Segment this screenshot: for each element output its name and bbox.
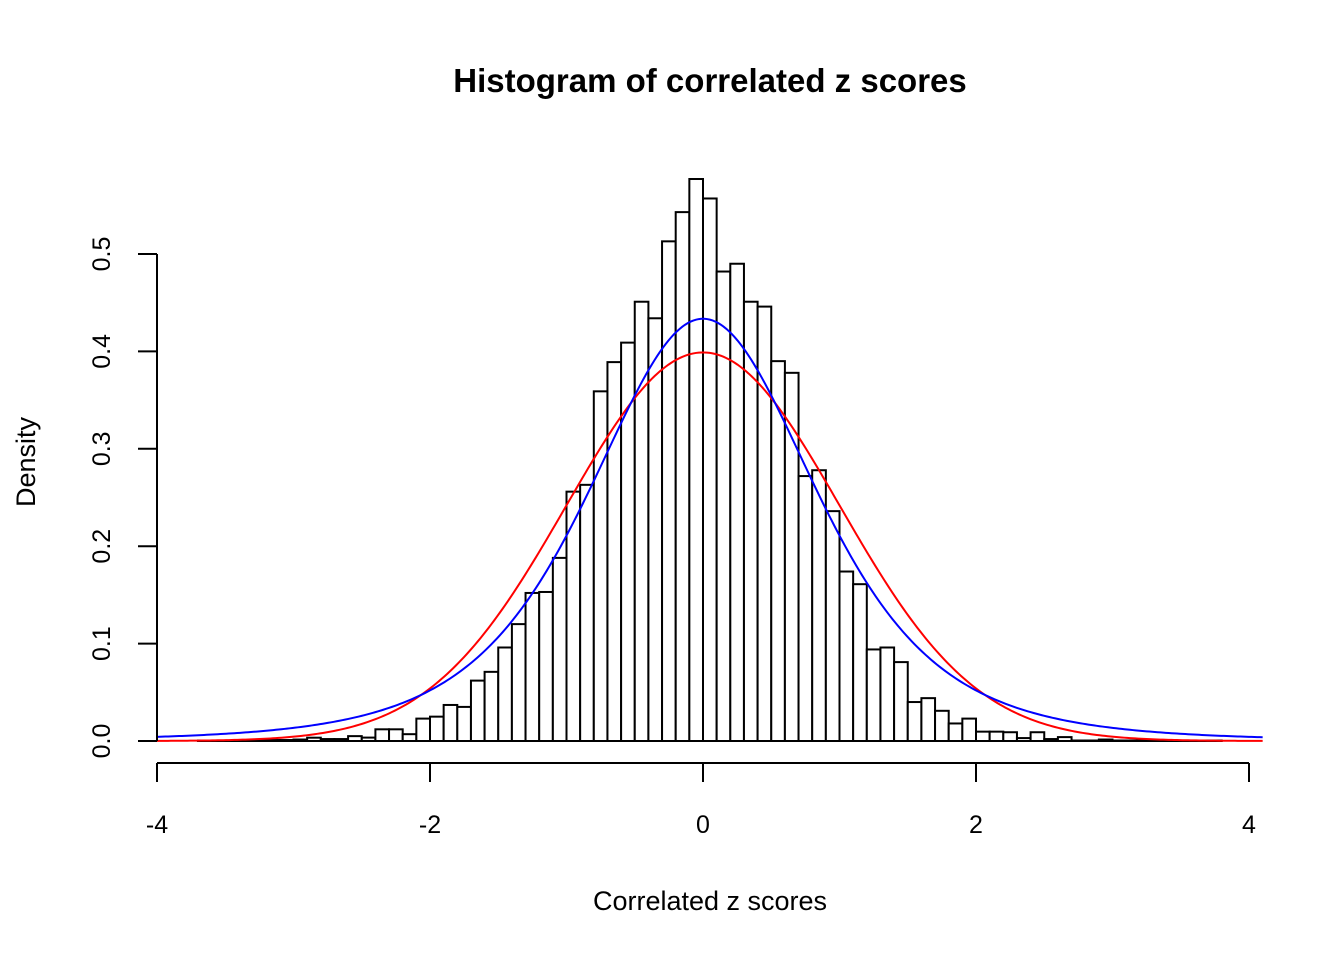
- histogram-bar: [319, 738, 336, 743]
- histogram-bar: [442, 703, 459, 742]
- histogram-bar: [333, 738, 350, 743]
- x-tick-label: 0: [696, 811, 710, 839]
- y-tick-label: 0.0: [88, 724, 116, 759]
- fitted-density-curve: [156, 317, 1263, 739]
- histogram-bar: [388, 728, 404, 743]
- histogram-bar: [374, 728, 391, 743]
- histogram-bar: [893, 661, 909, 743]
- histogram-bar: [497, 646, 513, 742]
- x-tick-label: -2: [419, 811, 441, 839]
- histogram-bar: [429, 715, 445, 743]
- histogram-bar: [278, 739, 295, 743]
- histogram-bar: [1097, 738, 1114, 743]
- y-axis-label: Density: [11, 416, 41, 507]
- histogram-bar: [551, 556, 568, 742]
- y-tick-label: 0.1: [88, 626, 116, 661]
- histogram-bar: [1043, 738, 1059, 743]
- histogram-bar: [702, 197, 718, 742]
- histogram-bar: [510, 623, 527, 742]
- histogram-bar: [456, 705, 472, 742]
- histogram-bar: [306, 736, 322, 743]
- histogram-bar: [292, 738, 309, 743]
- histogram-bar: [347, 735, 363, 743]
- y-tick-label: 0.5: [88, 237, 116, 272]
- x-tick-label: -4: [146, 811, 168, 839]
- histogram-bar: [524, 591, 541, 743]
- histogram-bar: [1029, 731, 1046, 743]
- histogram-bar: [947, 722, 964, 743]
- histogram-bar: [1056, 736, 1073, 743]
- histogram-bar: [538, 590, 554, 743]
- histogram-bar: [265, 739, 281, 743]
- histogram-bar: [360, 736, 377, 743]
- x-tick-label: 2: [969, 811, 983, 839]
- histogram-bar: [879, 646, 896, 742]
- histogram-bar: [934, 709, 950, 743]
- x-axis-label: Correlated z scores: [593, 886, 827, 916]
- histogram-bar: [1015, 737, 1032, 743]
- histogram-bar: [620, 341, 636, 742]
- histogram-bar: [975, 730, 991, 742]
- histogram-bar: [715, 270, 732, 742]
- histogram-bar: [865, 648, 882, 742]
- histogram-bar: [838, 570, 855, 742]
- histogram-bar: [647, 317, 664, 742]
- y-tick-label: 0.2: [88, 529, 116, 564]
- histogram-bar: [661, 240, 677, 742]
- histogram-bar: [469, 679, 486, 742]
- histogram-bar: [961, 717, 977, 743]
- histogram-bar: [415, 717, 432, 743]
- histogram-bar: [906, 701, 923, 742]
- histogram-bar: [401, 733, 418, 743]
- histogram-bar: [483, 670, 500, 743]
- y-axis: 0.0 0.1 0.2 0.3 0.4 0.5: [88, 237, 158, 759]
- histogram-bar: [579, 483, 595, 742]
- histogram-bar: [811, 469, 827, 742]
- chart-title: Histogram of correlated z scores: [453, 62, 967, 99]
- histogram-bar: [920, 697, 937, 742]
- y-tick-label: 0.4: [88, 334, 116, 369]
- histogram-bar: [756, 305, 773, 742]
- normal-density-curve: [156, 351, 1263, 742]
- histogram-bar: [688, 178, 704, 742]
- histogram-bar: [592, 390, 609, 742]
- histogram-bar: [824, 510, 841, 742]
- histogram-bars: [196, 178, 1223, 743]
- histogram-bar: [565, 490, 582, 742]
- histogram-bar: [988, 730, 1005, 742]
- histogram-bar: [797, 475, 814, 742]
- density-curves: [156, 317, 1263, 742]
- histogram-bar: [852, 583, 868, 742]
- x-axis: -4 -2 0 2 4: [146, 762, 1256, 839]
- histogram-bar: [674, 211, 691, 743]
- histogram-bar: [633, 300, 650, 742]
- x-tick-label: 4: [1242, 811, 1256, 839]
- histogram-bar: [1002, 731, 1018, 743]
- y-tick-label: 0.3: [88, 431, 116, 466]
